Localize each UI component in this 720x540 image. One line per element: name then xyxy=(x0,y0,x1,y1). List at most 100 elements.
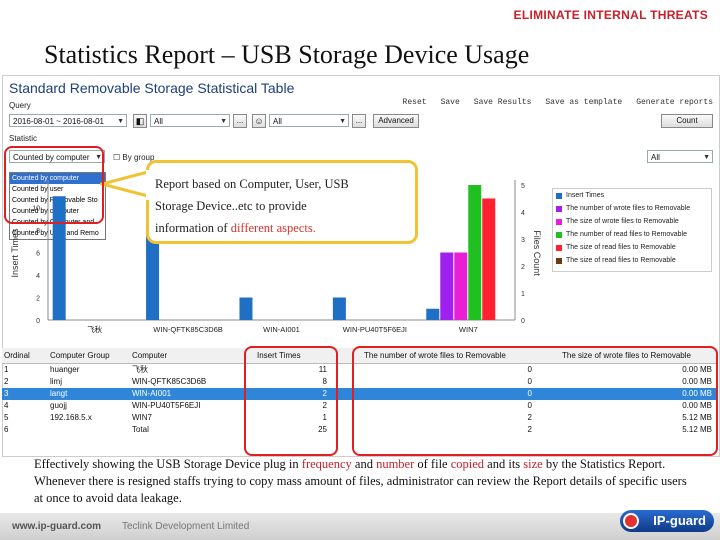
legend-swatch xyxy=(556,205,562,212)
desc-highlight: size xyxy=(523,457,543,471)
advanced-button[interactable]: Advanced xyxy=(373,114,419,128)
table-cell: WIN-AI001 xyxy=(132,389,172,398)
usage-chart: 0 2 4 6 8 10 0 1 2 3 4 5 Insert Times Files Count 飞秋 WI… xyxy=(10,180,542,334)
chevron-down-icon: ▼ xyxy=(220,118,227,125)
x-tick-label: WIN-PU40T5F6EJI xyxy=(343,325,407,334)
table-cell: huanger xyxy=(50,365,80,374)
footer-site: www.ip-guard.com xyxy=(12,521,102,532)
date-range-select[interactable]: 2016-08-01 ~ 2016-08-01 ▼ xyxy=(9,114,127,127)
chart-bar xyxy=(426,308,440,320)
chevron-down-icon: ▼ xyxy=(117,118,124,125)
brand-tagline: ELIMINATE INTERNAL THREATS xyxy=(513,8,708,22)
table-cell: 5.12 MB xyxy=(682,425,712,434)
table-cell: guojj xyxy=(50,401,67,410)
generate-reports-link[interactable]: Generate reports xyxy=(636,98,713,107)
counted-by-value: Counted by computer xyxy=(13,153,90,162)
table-cell: 192.168.5.x xyxy=(50,413,92,422)
save-link[interactable]: Save xyxy=(440,98,460,107)
legend-item: Insert Times xyxy=(553,189,711,202)
footer-bar xyxy=(0,513,720,540)
callout-highlight: different aspects. xyxy=(230,221,316,235)
count-button[interactable]: Count xyxy=(661,114,713,128)
chart-bar xyxy=(468,185,482,320)
y-tick-label: 6 xyxy=(36,251,40,258)
column-header[interactable]: The number of wrote files to Removable xyxy=(364,351,506,360)
dropdown-option[interactable]: Counted by computer xyxy=(10,173,105,184)
scope-value: All xyxy=(154,117,163,126)
y2-tick-label: 1 xyxy=(521,291,525,298)
logo-text: IP-guard xyxy=(653,513,706,528)
footer-company: Teclink Development Limited xyxy=(122,521,250,532)
reset-link[interactable]: Reset xyxy=(402,98,427,107)
table-cell: 11 xyxy=(318,365,327,374)
save-results-link[interactable]: Save Results xyxy=(473,98,532,107)
y-tick-label: 8 xyxy=(36,228,40,235)
desc-part: and its xyxy=(484,457,524,471)
legend-item: The size of wrote files to Removable xyxy=(553,215,711,228)
filter-select[interactable]: All ▼ xyxy=(647,150,713,163)
computer-tree-icon[interactable]: ◧ xyxy=(133,114,147,128)
table-cell: 0.00 MB xyxy=(682,401,712,410)
table-row[interactable]: 5 192.168.5.x WIN7 1 2 5.12 MB xyxy=(2,412,718,424)
chart-bar xyxy=(239,297,253,320)
dropdown-option[interactable]: Counted by computer xyxy=(12,208,79,215)
column-header[interactable]: Ordinal xyxy=(4,351,30,360)
table-cell: langt xyxy=(50,389,68,398)
table-row[interactable]: 1 huanger 飞秋 11 0 0.00 MB xyxy=(2,364,718,376)
y-tick-label: 4 xyxy=(36,273,40,280)
table-cell: 25 xyxy=(318,425,327,434)
desc-part: of file xyxy=(414,457,451,471)
browse-button-1[interactable]: ... xyxy=(233,114,247,128)
browse-button-2[interactable]: ... xyxy=(352,114,366,128)
column-header[interactable]: Computer xyxy=(132,351,168,360)
counted-by-select[interactable]: Counted by computer ▼ xyxy=(9,150,105,163)
chart-legend: Insert Times The number of wrote files t… xyxy=(552,188,712,272)
table-row[interactable]: 6 Total 25 2 5.12 MB xyxy=(2,424,718,436)
desc-part: Effectively showing the USB Storage Devi… xyxy=(34,457,302,471)
user-select[interactable]: All ▼ xyxy=(269,114,349,127)
table-cell: 2 xyxy=(4,377,9,386)
filter-value: All xyxy=(651,153,660,162)
column-header[interactable]: Computer Group xyxy=(50,351,110,360)
scope-select[interactable]: All ▼ xyxy=(150,114,230,127)
y2-tick-label: 2 xyxy=(521,264,525,271)
callout-box: Report based on Computer, User, USB Stor… xyxy=(146,160,418,244)
column-header[interactable]: Insert Times xyxy=(257,351,301,360)
desc-part: and xyxy=(351,457,377,471)
legend-label: The size of wrote files to Removable xyxy=(566,218,679,225)
y2-tick-label: 0 xyxy=(521,318,525,325)
legend-item: The size of read files to Removable xyxy=(553,254,711,267)
legend-item: The number of read files to Removable xyxy=(553,228,711,241)
callout-pointer xyxy=(100,170,150,200)
table-cell: 0.00 MB xyxy=(682,377,712,386)
chevron-down-icon: ▼ xyxy=(95,154,102,161)
chevron-down-icon: ▼ xyxy=(703,154,710,161)
table-cell: limj xyxy=(50,377,62,386)
x-tick-label: WIN7 xyxy=(459,325,478,334)
table-cell: 飞秋 xyxy=(132,365,148,374)
user-value: All xyxy=(273,117,282,126)
column-header[interactable]: The size of wrote files to Removable xyxy=(562,351,691,360)
chart-bar xyxy=(454,252,468,320)
user-icon[interactable]: ☺ xyxy=(252,114,266,128)
table-row[interactable]: 4 guojj WIN-PU40T5F6EJI 2 0 0.00 MB xyxy=(2,400,718,412)
dropdown-option[interactable]: Counted by user xyxy=(12,186,64,193)
table-row[interactable]: 2 limj WIN-QFTK85C3D6B 8 0 0.00 MB xyxy=(2,376,718,388)
callout-line-3: information of different aspects. xyxy=(155,217,409,239)
by-group-checkbox[interactable]: ☐ By group xyxy=(113,153,155,162)
table-cell: 1 xyxy=(322,413,327,422)
chart-bar xyxy=(440,252,454,320)
table-cell: 0.00 MB xyxy=(682,365,712,374)
chart-bar xyxy=(332,297,346,320)
table-cell: Total xyxy=(132,425,149,434)
legend-swatch xyxy=(556,244,562,251)
table-cell: 0 xyxy=(527,365,532,374)
y2-tick-label: 3 xyxy=(521,237,525,244)
table-cell: 5.12 MB xyxy=(682,413,712,422)
table-cell: 3 xyxy=(4,389,9,398)
y-tick-label: 10 xyxy=(32,206,40,213)
table-row[interactable]: 3 langt WIN-AI001 2 0 0.00 MB xyxy=(2,388,718,400)
slide-title: Statistics Report – USB Storage Device U… xyxy=(44,40,530,69)
y2-tick-label: 4 xyxy=(521,210,525,217)
save-template-link[interactable]: Save as template xyxy=(545,98,623,107)
